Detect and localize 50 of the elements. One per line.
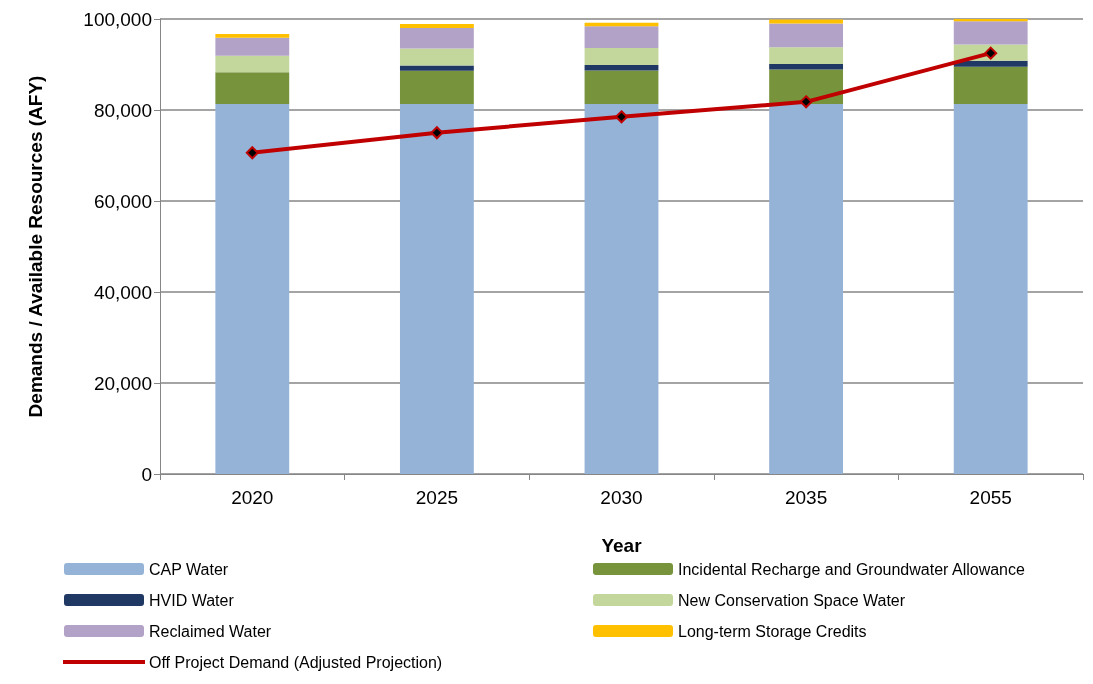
bar: [215, 72, 290, 105]
y-tick-label: 60,000: [93, 190, 152, 212]
legend-label: Incidental Recharge and Groundwater Allowance: [678, 560, 1025, 578]
point: [984, 46, 998, 60]
bar: [953, 21, 1028, 45]
x-tick-label: 2035: [784, 487, 828, 508]
bar: [584, 104, 659, 474]
bar: [215, 37, 290, 56]
bar: [584, 64, 659, 71]
y-axis-title: Demands / Available Resources (AFY): [25, 75, 46, 418]
y-tick-label: 0: [141, 463, 152, 485]
bar: [215, 104, 290, 474]
legend-label: Long-term Storage Credits: [678, 622, 867, 640]
point: [245, 146, 259, 160]
y-tick-label: 80,000: [93, 99, 152, 121]
x-tick-label: 2025: [415, 487, 459, 508]
y-tick-label: 100,000: [83, 8, 152, 30]
legend-label: Off Project Demand (Adjusted Projection): [149, 653, 443, 671]
bar: [215, 34, 290, 38]
bar: [769, 23, 844, 48]
bar: [399, 65, 474, 71]
y-tick-label: 40,000: [93, 281, 152, 303]
legend-label: Reclaimed Water: [149, 622, 272, 640]
x-tick-label: 2020: [231, 487, 274, 508]
bar: [769, 47, 844, 65]
bar: [399, 24, 474, 29]
x-tick-label: 2055: [969, 487, 1012, 508]
bar: [215, 55, 290, 73]
legend-label: New Conservation Space Water: [678, 591, 906, 609]
bar: [769, 64, 844, 70]
point: [615, 110, 628, 124]
bar: [399, 104, 474, 474]
bar: [584, 26, 659, 49]
bar: [769, 19, 844, 24]
bar: [399, 48, 474, 66]
bar: [953, 104, 1028, 474]
bar: [953, 66, 1028, 105]
bar: [584, 48, 659, 65]
bar: [399, 28, 474, 49]
bar: [584, 70, 659, 105]
legend-label: CAP Water: [149, 560, 229, 578]
y-tick-label: 20,000: [93, 372, 152, 394]
bar: [953, 60, 1028, 67]
point: [799, 95, 813, 109]
x-tick-label: 2030: [600, 487, 643, 508]
legend-label: HVID Water: [149, 591, 235, 609]
bar: [399, 70, 474, 105]
x-axis-title: Year: [601, 535, 643, 556]
point: [430, 126, 444, 140]
bar: [769, 104, 844, 474]
